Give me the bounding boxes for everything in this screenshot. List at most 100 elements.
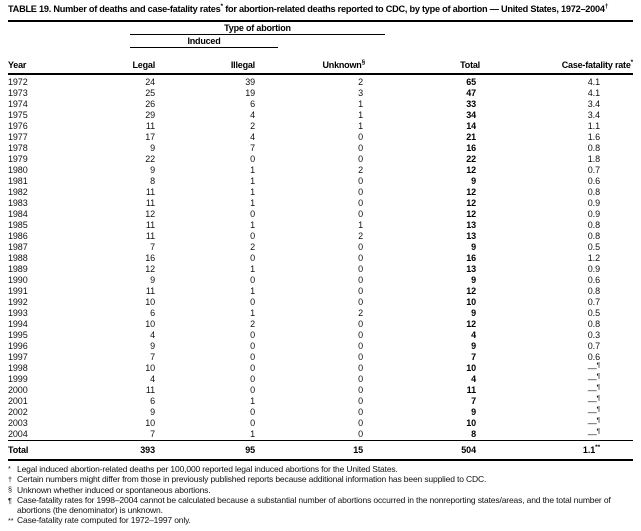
unknown-cell: 0: [358, 351, 363, 362]
total-cell: 12: [466, 285, 476, 296]
year-cell: 1986: [8, 230, 28, 241]
unknown-cell: 0: [358, 208, 363, 219]
table-row: 1972 24 39 2 65 4.1: [8, 74, 633, 88]
table-row: 1979 22 0 0 22 1.8: [8, 154, 633, 165]
table-row: 2004 7 1 0 8 —¶: [8, 427, 633, 441]
illegal-cell: 1: [250, 263, 255, 274]
rate-cell: —¶: [587, 361, 600, 373]
rate-cell: 0.8: [587, 285, 600, 296]
unknown-cell: 0: [358, 329, 363, 340]
illegal-cell: 0: [250, 373, 255, 384]
year-cell: 1982: [8, 186, 28, 197]
col-header-illegal-label: Illegal: [230, 59, 255, 70]
unknown-cell: 0: [358, 131, 363, 142]
table-row: 2000 11 0 0 11 —¶: [8, 384, 633, 396]
unknown-cell: 0: [358, 197, 363, 208]
legal-cell: 12: [145, 263, 155, 274]
footnote-text: Certain numbers might differ from those …: [17, 474, 487, 484]
unknown-cell: 1: [358, 98, 363, 109]
total-cell: 12: [466, 186, 476, 197]
total-cell: 9: [471, 406, 476, 417]
year-cell: 1981: [8, 175, 28, 186]
total-cell: 10: [466, 362, 476, 373]
legal-cell: 7: [150, 241, 155, 252]
illegal-cell: 0: [250, 230, 255, 241]
year-cell: 2002: [8, 406, 28, 417]
rate-cell: 0.7: [587, 340, 600, 351]
illegal-cell: 1: [250, 219, 255, 230]
unknown-cell: 2: [358, 307, 363, 318]
table-row: 1982 11 1 0 12 0.8: [8, 187, 633, 198]
footnotes: * Legal induced abortion-related deaths p…: [8, 461, 633, 526]
col-header-legal: Legal: [100, 49, 160, 75]
total-cell: 9: [471, 307, 476, 318]
rate-cell: 1.2: [587, 252, 600, 263]
illegal-cell: 0: [250, 351, 255, 362]
total-cell: 4: [471, 373, 476, 384]
unknown-cell: 1: [358, 120, 363, 131]
year-cell: 2000: [8, 384, 28, 395]
unknown-cell: 0: [358, 274, 363, 285]
footnote-marker: *: [8, 464, 11, 473]
year-cell: 1980: [8, 164, 28, 175]
total-cell: 13: [466, 263, 476, 274]
legal-cell: 7: [150, 351, 155, 362]
col-header-total-label: Total: [460, 59, 480, 70]
illegal-cell: 1: [250, 186, 255, 197]
rate-footnote-marker: ¶: [596, 405, 601, 413]
table-row: 2002 9 0 0 9 —¶: [8, 405, 633, 418]
year-cell: 1993: [8, 307, 28, 318]
illegal-cell: 0: [250, 296, 255, 307]
illegal-cell: 95: [160, 439, 258, 461]
footnote-text: Case-fatality rates for 1998–2004 cannot…: [17, 495, 611, 515]
illegal-cell: 1: [250, 285, 255, 296]
legal-cell: 11: [145, 219, 155, 230]
rate-footnote-marker: **: [595, 443, 600, 451]
year-cell: 2004: [8, 428, 28, 439]
rate-footnote-marker: ¶: [596, 427, 601, 435]
legal-cell: 10: [145, 417, 155, 428]
illegal-cell: 2: [250, 241, 255, 252]
footnote: † Certain numbers might differ from those…: [8, 474, 633, 485]
year-cell: 1972: [8, 76, 28, 87]
rate-cell: 1.8: [587, 153, 600, 164]
rate-cell: 0.8: [587, 230, 600, 241]
col-header-rate-label: Case-fatality rate: [561, 59, 631, 70]
footnote-marker: †: [8, 474, 12, 484]
rate-cell: 4.1: [587, 87, 600, 98]
illegal-cell: 1: [250, 428, 255, 439]
illegal-cell: 2: [250, 318, 255, 329]
legal-cell: 9: [150, 164, 155, 175]
year-cell: 1979: [8, 153, 28, 164]
table-row: 1998 10 0 0 10 —¶: [8, 361, 633, 374]
legal-cell: 9: [150, 274, 155, 285]
legal-cell: 10: [145, 296, 155, 307]
rate-cell: 0.8: [587, 318, 600, 329]
year-cell: 1992: [8, 296, 28, 307]
total-cell: 16: [466, 252, 476, 263]
total-cell: 10: [466, 417, 476, 428]
year-cell: 1994: [8, 318, 28, 329]
table-row: 1996 9 0 0 9 0.7: [8, 341, 633, 352]
total-cell: 504: [368, 439, 480, 461]
year-cell: 1997: [8, 351, 28, 362]
total-cell: 12: [466, 318, 476, 329]
table-row: 1983 11 1 0 12 0.9: [8, 198, 633, 209]
legal-cell: 29: [145, 109, 155, 120]
unknown-cell: 0: [358, 318, 363, 329]
rate-cell: 0.3: [587, 329, 600, 340]
unknown-cell: 0: [358, 417, 363, 428]
unknown-cell: 0: [358, 296, 363, 307]
col-header-legal-label: Legal: [132, 59, 155, 70]
table-row: 1987 7 2 0 9 0.5: [8, 242, 633, 253]
total-cell: 21: [466, 131, 476, 142]
rate-cell: 0.9: [587, 263, 600, 274]
rate-cell: —¶: [587, 427, 601, 439]
illegal-cell: 1: [250, 164, 255, 175]
legal-cell: 16: [145, 252, 155, 263]
total-row: Total 393 95 15 504 1.1**: [8, 439, 633, 461]
illegal-cell: 0: [250, 417, 255, 428]
rate-cell: 0.8: [587, 219, 600, 230]
legal-cell: 393: [100, 439, 160, 461]
col-header-total: Total: [368, 49, 480, 75]
